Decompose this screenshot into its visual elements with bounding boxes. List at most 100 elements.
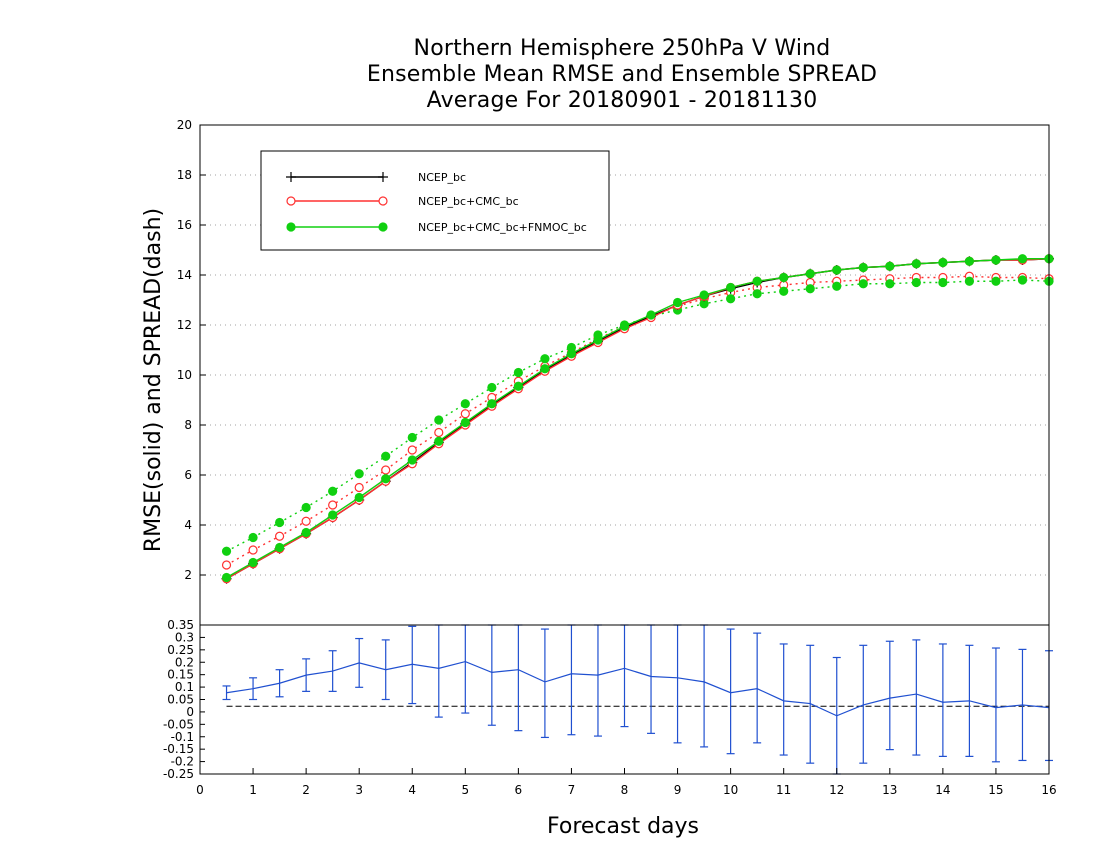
chart-title-block: Northern Hemisphere 250hPa V Wind Ensemb… xyxy=(0,36,1100,114)
y-tick-label: 0.05 xyxy=(167,693,194,707)
data-point xyxy=(460,399,470,409)
data-point xyxy=(858,262,868,273)
data-point xyxy=(407,455,417,465)
data-point xyxy=(460,417,470,428)
data-point xyxy=(964,276,975,286)
legend-marker xyxy=(378,172,388,182)
data-point xyxy=(407,432,417,443)
data-point xyxy=(832,265,842,275)
data-point xyxy=(726,294,736,304)
x-tick-label: 1 xyxy=(249,783,257,797)
data-point xyxy=(672,297,683,308)
y-tick-label: 12 xyxy=(177,318,192,332)
y-tick-label: -0.25 xyxy=(163,767,194,781)
y-axis-title: RMSE(solid) and SPREAD(dash) xyxy=(141,208,166,552)
data-point xyxy=(540,364,550,374)
legend-marker xyxy=(286,172,296,182)
data-point xyxy=(487,382,497,393)
data-point xyxy=(566,349,577,359)
data-point xyxy=(274,517,285,528)
x-tick-label: 10 xyxy=(723,783,738,797)
data-point xyxy=(885,279,895,289)
data-point xyxy=(805,284,815,294)
y-tick-label: -0.15 xyxy=(163,742,194,756)
data-point xyxy=(911,277,921,288)
data-point xyxy=(434,415,444,425)
data-point xyxy=(221,572,232,583)
data-point xyxy=(487,399,497,409)
legend-marker xyxy=(378,196,388,206)
chart-title-line-2: Ensemble Mean RMSE and Ensemble SPREAD xyxy=(366,62,878,87)
x-tick-label: 9 xyxy=(674,783,682,797)
data-point xyxy=(726,282,736,293)
x-axis-title: Forecast days xyxy=(547,814,699,839)
x-tick-label: 5 xyxy=(461,783,469,797)
data-point xyxy=(328,510,338,520)
data-point xyxy=(434,436,444,446)
data-point xyxy=(858,279,868,289)
data-point xyxy=(274,542,285,553)
data-point xyxy=(328,486,338,496)
x-tick-label: 11 xyxy=(776,783,791,797)
y-tick-label: 0.1 xyxy=(175,680,194,694)
y-tick-label: 16 xyxy=(177,218,192,232)
data-point xyxy=(991,276,1001,286)
data-point xyxy=(991,255,1001,265)
x-tick-label: 14 xyxy=(935,783,950,797)
top-panel-y-axis: 2 4 6 8 10 12 14 16 18 20 xyxy=(177,118,206,582)
y-tick-label: 0 xyxy=(186,705,194,719)
y-tick-label: 0.35 xyxy=(167,618,194,632)
y-tick-label: 0.2 xyxy=(175,655,194,669)
y-tick-label: 4 xyxy=(184,518,192,532)
data-point xyxy=(274,531,285,541)
data-point xyxy=(885,261,895,271)
x-tick-label: 12 xyxy=(829,783,844,797)
data-point xyxy=(699,290,709,300)
data-point xyxy=(540,354,550,364)
data-point xyxy=(805,269,815,279)
data-point xyxy=(832,281,842,291)
data-point xyxy=(752,276,762,286)
data-point xyxy=(964,256,975,266)
y-tick-label: 10 xyxy=(177,368,192,382)
data-point xyxy=(460,409,470,419)
y-tick-label: 2 xyxy=(184,568,192,582)
data-point xyxy=(354,482,364,493)
x-tick-label: 2 xyxy=(302,783,310,797)
chart-title-line-1: Northern Hemisphere 250hPa V Wind xyxy=(413,36,831,61)
y-tick-label: 14 xyxy=(177,268,192,282)
legend: NCEP_bc NCEP_bc+CMC_bc NCEP_bc+CMC_bc+FNMO… xyxy=(260,150,610,251)
data-point xyxy=(699,299,709,309)
data-point xyxy=(248,557,258,568)
x-tick-label: 8 xyxy=(621,783,629,797)
data-point xyxy=(938,277,948,288)
series-line xyxy=(226,258,1049,579)
data-point xyxy=(434,427,444,438)
y-tick-label: 0.3 xyxy=(175,630,194,644)
x-tick-label: 6 xyxy=(515,783,523,797)
data-point xyxy=(354,469,364,479)
data-point xyxy=(407,445,417,455)
top-panel-series xyxy=(221,253,1054,584)
series-line xyxy=(226,258,1050,580)
y-tick-label: 20 xyxy=(177,118,192,132)
data-point xyxy=(301,527,311,538)
data-point xyxy=(1017,275,1028,285)
data-point xyxy=(593,335,603,345)
data-point xyxy=(513,381,523,391)
data-point xyxy=(248,532,258,543)
data-point xyxy=(779,286,789,296)
x-tick-label: 0 xyxy=(196,783,204,797)
data-point xyxy=(619,321,630,331)
y-tick-label: 0.25 xyxy=(167,643,194,657)
x-tick-label: 13 xyxy=(882,783,897,797)
data-point xyxy=(646,310,656,320)
data-point xyxy=(301,516,311,526)
difference-line xyxy=(226,660,1050,717)
y-tick-label: -0.1 xyxy=(171,730,194,744)
y-tick-label: -0.2 xyxy=(171,755,194,769)
legend-label: NCEP_bc+CMC_bc+FNMOC_bc xyxy=(418,221,587,234)
y-tick-label: 18 xyxy=(177,168,192,182)
y-tick-label: -0.05 xyxy=(163,717,194,731)
